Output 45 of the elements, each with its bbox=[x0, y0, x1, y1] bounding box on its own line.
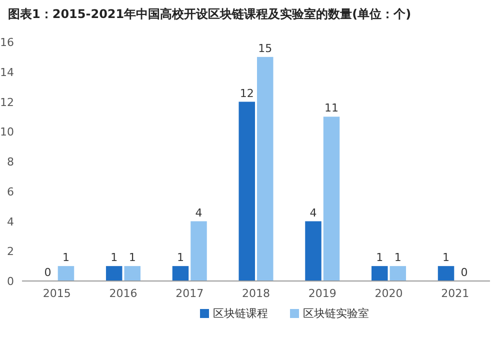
x-tick-label: 2020 bbox=[374, 287, 403, 300]
x-tick-label: 2019 bbox=[308, 287, 336, 300]
data-label: 12 bbox=[240, 86, 254, 100]
data-label: 0 bbox=[44, 266, 52, 279]
bar bbox=[106, 266, 122, 281]
data-label: 1 bbox=[442, 251, 450, 264]
data-label: 15 bbox=[258, 42, 272, 55]
y-tick-label: 4 bbox=[7, 215, 14, 228]
x-tick-label: 2016 bbox=[109, 287, 138, 300]
bar bbox=[372, 266, 388, 281]
bar bbox=[305, 221, 322, 281]
data-label: 4 bbox=[195, 206, 202, 220]
data-label: 0 bbox=[460, 266, 468, 279]
y-tick-label: 6 bbox=[7, 185, 14, 198]
data-label: 1 bbox=[176, 251, 184, 264]
bar bbox=[190, 221, 207, 281]
legend-label: 区块链实验室 bbox=[303, 307, 369, 320]
data-label: 1 bbox=[376, 251, 384, 264]
y-tick-label: 12 bbox=[0, 96, 14, 109]
y-tick-label: 10 bbox=[0, 126, 14, 139]
legend-label: 区块链课程 bbox=[213, 307, 268, 320]
data-label: 1 bbox=[394, 251, 402, 264]
y-tick-label: 2 bbox=[7, 245, 14, 258]
data-label: 1 bbox=[62, 251, 70, 264]
data-label: 1 bbox=[110, 251, 118, 264]
data-label: 1 bbox=[128, 251, 136, 264]
x-tick-label: 2015 bbox=[42, 287, 71, 300]
x-tick-label: 2017 bbox=[176, 287, 204, 300]
bar bbox=[172, 266, 189, 281]
bar bbox=[438, 266, 454, 281]
x-tick-label: 2018 bbox=[242, 287, 270, 300]
bar bbox=[257, 56, 274, 281]
chart-title: 图表1：2015-2021年中国高校开设区块链课程及实验室的数量(单位：个) bbox=[8, 7, 412, 21]
bar bbox=[238, 102, 255, 281]
bar bbox=[58, 266, 74, 281]
x-tick-label: 2021 bbox=[441, 287, 470, 300]
bar bbox=[390, 266, 406, 281]
data-label: 4 bbox=[310, 206, 317, 220]
bar bbox=[323, 116, 340, 281]
y-tick-label: 16 bbox=[0, 36, 14, 49]
y-tick-label: 0 bbox=[7, 275, 14, 288]
bar bbox=[124, 266, 140, 281]
y-tick-label: 14 bbox=[0, 66, 14, 79]
y-tick-label: 8 bbox=[7, 156, 14, 168]
data-label: 11 bbox=[324, 102, 339, 115]
